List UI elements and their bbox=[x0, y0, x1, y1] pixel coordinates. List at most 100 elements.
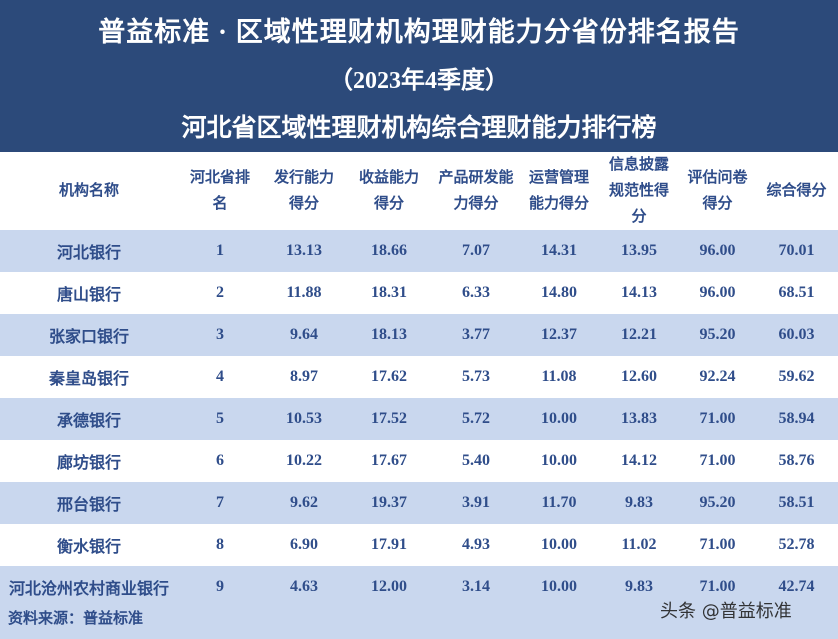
cell: 60.03 bbox=[755, 314, 838, 356]
cell: 14.80 bbox=[541, 284, 577, 301]
column-header: 发行能力得分 bbox=[273, 170, 334, 212]
cell: 42.74 bbox=[755, 566, 838, 608]
table-row: 廊坊银行 6 10.22 17.67 5.40 10.00 14.12 71.00 58.76 bbox=[0, 440, 838, 482]
cell: 71.00 bbox=[699, 452, 736, 469]
cell: 3.14 bbox=[432, 566, 520, 608]
table-row: 承德银行 5 10.53 17.52 5.72 10.00 13.83 71.00 58.94 bbox=[0, 398, 838, 440]
institution-name: 张家口银行 bbox=[0, 314, 178, 356]
cell: 95.20 bbox=[680, 314, 755, 356]
cell: 71.00 bbox=[680, 398, 755, 440]
cell: 3.77 bbox=[432, 314, 520, 356]
cell: 11.02 bbox=[621, 536, 657, 553]
cell: 2 bbox=[216, 284, 224, 301]
cell: 19.37 bbox=[346, 482, 432, 524]
cell: 17.91 bbox=[371, 536, 407, 553]
institution-name: 廊坊银行 bbox=[56, 455, 121, 472]
column-header: 河北省排名 bbox=[189, 170, 250, 212]
cell: 9.64 bbox=[262, 314, 346, 356]
institution-name: 秦皇岛银行 bbox=[48, 371, 129, 388]
table-row: 张家口银行 3 9.64 18.13 3.77 12.37 12.21 95.20 60.03 bbox=[0, 314, 838, 356]
title: 普益标准 · 区域性理财机构理财能力分省份排名报告 bbox=[98, 17, 740, 47]
cell: 12.60 bbox=[621, 368, 657, 385]
cell: 7 bbox=[178, 482, 262, 524]
cell: 5.73 bbox=[462, 368, 490, 385]
ranking-table: 机构名称 河北省排名 发行能力得分 收益能力得分 产品研发能力得分 运营管理能力得分 信息披… bbox=[0, 152, 838, 608]
column-header: 产品研发能力得分 bbox=[438, 170, 514, 212]
cell: 58.76 bbox=[778, 452, 815, 469]
cell: 4.63 bbox=[262, 566, 346, 608]
table-row: 衡水银行 8 6.90 17.91 4.93 10.00 11.02 71.00 52.78 bbox=[0, 524, 838, 566]
table-row: 唐山银行 2 11.88 18.31 6.33 14.80 14.13 96.00 68.51 bbox=[0, 272, 838, 314]
column-header: 机构名称 bbox=[58, 183, 119, 199]
cell: 9.62 bbox=[262, 482, 346, 524]
column-header: 综合得分 bbox=[766, 183, 827, 199]
cell: 5.40 bbox=[462, 452, 490, 469]
cell: 14.31 bbox=[520, 230, 598, 272]
cell: 6.33 bbox=[462, 284, 490, 301]
cell: 14.13 bbox=[621, 284, 657, 301]
cell: 3 bbox=[178, 314, 262, 356]
cell: 10.00 bbox=[520, 398, 598, 440]
cell: 11.88 bbox=[286, 284, 322, 301]
cell: 8 bbox=[216, 536, 224, 553]
cell: 12.37 bbox=[520, 314, 598, 356]
cell: 13.83 bbox=[598, 398, 680, 440]
cell: 9.83 bbox=[598, 482, 680, 524]
institution-name: 承德银行 bbox=[0, 398, 178, 440]
cell: 58.51 bbox=[755, 482, 838, 524]
cell: 59.62 bbox=[778, 368, 815, 385]
institution-name: 河北银行 bbox=[0, 230, 178, 272]
cell: 10.53 bbox=[262, 398, 346, 440]
cell: 5.72 bbox=[432, 398, 520, 440]
cell: 4 bbox=[216, 368, 224, 385]
subtitle: 河北省区域性理财机构综合理财能力排行榜 bbox=[181, 115, 657, 142]
cell: 58.94 bbox=[755, 398, 838, 440]
cell: 11.70 bbox=[520, 482, 598, 524]
cell: 13.95 bbox=[598, 230, 680, 272]
column-header: 运营管理能力得分 bbox=[528, 170, 589, 212]
cell: 7.07 bbox=[432, 230, 520, 272]
cell: 52.78 bbox=[778, 536, 815, 553]
cell: 96.00 bbox=[680, 230, 755, 272]
institution-name: 唐山银行 bbox=[56, 287, 121, 304]
cell: 6 bbox=[216, 452, 224, 469]
column-header: 收益能力得分 bbox=[358, 170, 419, 212]
cell: 17.67 bbox=[371, 452, 407, 469]
cell: 68.51 bbox=[778, 284, 815, 301]
cell: 4.93 bbox=[462, 536, 490, 553]
institution-name: 衡水银行 bbox=[56, 539, 121, 556]
cell: 1 bbox=[178, 230, 262, 272]
institution-name: 邢台银行 bbox=[0, 482, 178, 524]
cell: 6.90 bbox=[290, 536, 318, 553]
table-row: 河北沧州农村商业银行 9 4.63 12.00 3.14 10.00 9.83 71.00 42… bbox=[0, 566, 838, 608]
cell: 17.62 bbox=[371, 368, 407, 385]
header-banner: 普益标准 · 区域性理财机构理财能力分省份排名报告 （2023年4季度） 河北省… bbox=[0, 0, 838, 152]
cell: 71.00 bbox=[680, 566, 755, 608]
cell: 70.01 bbox=[755, 230, 838, 272]
cell: 17.52 bbox=[346, 398, 432, 440]
cell: 18.13 bbox=[346, 314, 432, 356]
cell: 18.66 bbox=[346, 230, 432, 272]
cell: 92.24 bbox=[699, 368, 736, 385]
cell: 8.97 bbox=[290, 368, 318, 385]
table-row: 秦皇岛银行 4 8.97 17.62 5.73 11.08 12.60 92.24 59.62 bbox=[0, 356, 838, 398]
cell: 10.00 bbox=[541, 452, 577, 469]
institution-name: 河北沧州农村商业银行 bbox=[0, 566, 178, 608]
cell: 12.00 bbox=[346, 566, 432, 608]
source: 资料来源：普益标准 bbox=[8, 611, 144, 627]
cell: 12.21 bbox=[598, 314, 680, 356]
footer-bar bbox=[0, 603, 838, 639]
cell: 10.00 bbox=[520, 566, 598, 608]
cell: 9 bbox=[178, 566, 262, 608]
column-header: 信息披露规范性得分 bbox=[608, 157, 669, 225]
header-row: 机构名称 河北省排名 发行能力得分 收益能力得分 产品研发能力得分 运营管理能力得分 信息披… bbox=[0, 152, 838, 230]
cell: 11.08 bbox=[541, 368, 577, 385]
cell: 96.00 bbox=[699, 284, 736, 301]
cell: 10.22 bbox=[286, 452, 322, 469]
cell: 14.12 bbox=[621, 452, 657, 469]
table-row: 河北银行 1 13.13 18.66 7.07 14.31 13.95 96.00 70.01 bbox=[0, 230, 838, 272]
period: （2023年4季度） bbox=[329, 68, 509, 94]
cell: 71.00 bbox=[699, 536, 736, 553]
column-header: 评估问卷得分 bbox=[687, 170, 748, 212]
